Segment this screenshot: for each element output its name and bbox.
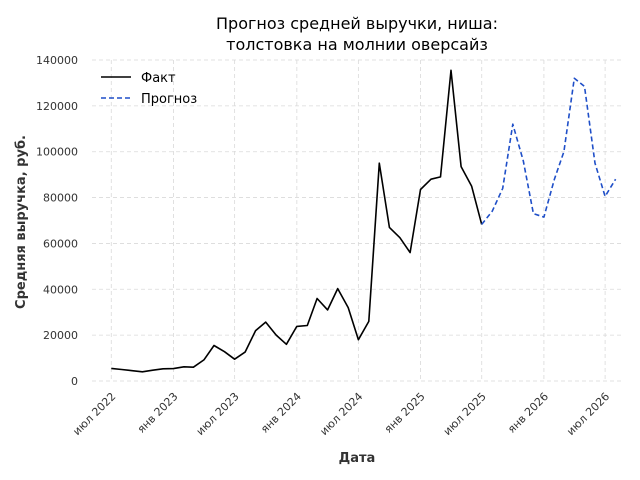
- y-tick-label: 100000: [36, 146, 78, 159]
- legend-label-forecast: Прогноз: [141, 92, 197, 107]
- x-tick-label: июл 2025: [441, 390, 489, 438]
- y-tick-label: 60000: [43, 237, 78, 250]
- chart-title-line-2: толстовка на молнии оверсайз: [226, 35, 488, 54]
- y-tick-label: 20000: [43, 329, 78, 342]
- y-tick-label: 80000: [43, 192, 78, 205]
- chart-title: Прогноз средней выручки, ниша: толстовка…: [216, 14, 498, 54]
- chart-title-line-1: Прогноз средней выручки, ниша:: [216, 14, 498, 33]
- x-tick-label: июл 2022: [70, 390, 118, 438]
- legend-label-fact: Факт: [141, 71, 176, 86]
- y-tick-label: 40000: [43, 283, 78, 296]
- x-tick-label: июл 2026: [564, 390, 612, 438]
- x-axis-ticks: июл 2022 янв 2023 июл 2023 янв 2024 июл 2024…: [70, 390, 612, 438]
- series-line-fact: [111, 69, 483, 373]
- chart-legend: Факт Прогноз: [101, 71, 197, 107]
- x-tick-label: янв 2026: [505, 390, 551, 436]
- x-axis-label: Дата: [339, 451, 376, 466]
- x-tick-label: июл 2023: [194, 390, 242, 438]
- series-line-forecast: [481, 77, 617, 225]
- x-tick-label: янв 2025: [382, 390, 428, 436]
- x-tick-label: янв 2023: [135, 390, 181, 436]
- y-tick-label: 140000: [36, 54, 78, 67]
- y-axis-label: Средняя выручка, руб.: [14, 135, 29, 309]
- y-axis-ticks: 0 20000 40000 60000 80000 100000 120000 140000: [36, 54, 78, 388]
- y-tick-label: 120000: [36, 100, 78, 113]
- series-lines: [111, 69, 617, 373]
- y-tick-label: 0: [71, 375, 78, 388]
- x-tick-label: янв 2024: [258, 390, 304, 436]
- x-tick-label: июл 2024: [317, 390, 365, 438]
- gridlines: [92, 59, 622, 382]
